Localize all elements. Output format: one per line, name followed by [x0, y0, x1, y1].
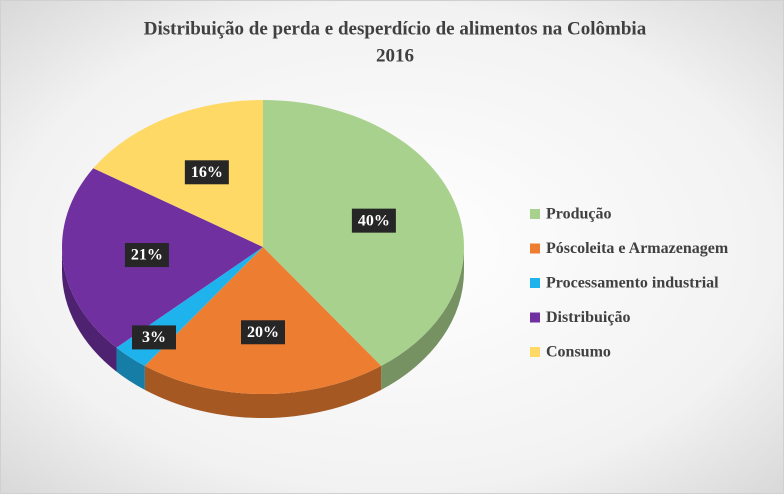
legend-label: Distribuição: [546, 309, 630, 326]
data-label-group: 3%: [132, 325, 177, 350]
legend-swatch: [530, 209, 540, 219]
data-label-group: 40%: [351, 208, 396, 233]
chart-subtitle: 2016: [376, 45, 414, 66]
slice: [263, 100, 464, 366]
data-label: 3%: [142, 329, 166, 346]
legend-swatch: [530, 312, 540, 323]
data-label: 40%: [358, 212, 390, 229]
data-label-box: [184, 160, 229, 185]
chart-title: Distribuição de perda e desperdício de a…: [144, 18, 647, 39]
data-label-box: [132, 325, 177, 350]
data-label: 21%: [131, 247, 163, 264]
slice-side: [144, 365, 382, 419]
data-label-group: 16%: [184, 160, 229, 185]
slice-side: [381, 247, 464, 390]
legend-swatch: [530, 243, 540, 254]
legend-swatch: [530, 278, 540, 288]
data-label-group: 21%: [124, 243, 169, 268]
data-label-box: [351, 208, 396, 233]
data-label: 16%: [191, 164, 223, 181]
data-label-group: 20%: [241, 320, 285, 345]
legend-label: Produção: [546, 206, 611, 223]
slice: [93, 100, 263, 247]
slice-side: [62, 247, 117, 372]
legend-swatch: [530, 347, 540, 357]
data-label: 20%: [247, 324, 279, 341]
legend-label: Processamento industrial: [546, 275, 719, 292]
slice-side: [116, 347, 145, 390]
data-label-box: [241, 320, 285, 345]
legend-label: Póscoleita e Armazenagem: [546, 240, 729, 257]
data-label-box: [124, 243, 169, 268]
legend-label: Consumo: [546, 344, 611, 361]
